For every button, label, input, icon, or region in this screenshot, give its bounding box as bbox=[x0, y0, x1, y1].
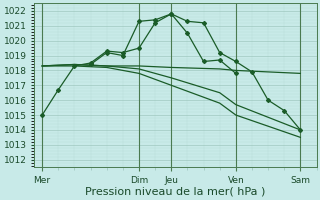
X-axis label: Pression niveau de la mer( hPa ): Pression niveau de la mer( hPa ) bbox=[85, 187, 266, 197]
